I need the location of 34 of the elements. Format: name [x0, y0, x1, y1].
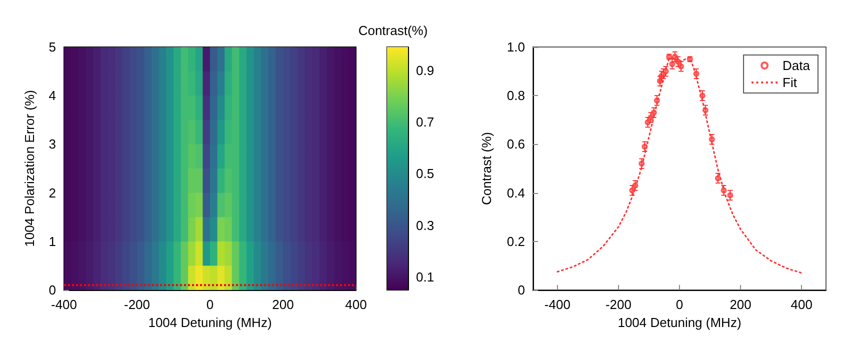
y-tick-label: 0.6: [506, 136, 525, 152]
x-tick-label: 400: [790, 297, 812, 312]
color-bar-label: 0.7: [416, 114, 434, 130]
color-bar-label: 0.1: [416, 270, 434, 285]
x-tick-label: -400: [544, 297, 570, 312]
color-bar-title: Contrast(%): [358, 23, 428, 38]
x-tick-label: 200: [272, 297, 294, 312]
x-tick-label: -400: [50, 297, 78, 312]
y-tick-label: 2: [48, 185, 56, 200]
y-tick-label: 0: [518, 282, 525, 298]
y-tick-label: 3: [48, 136, 56, 152]
x-axis-title: 1004 Detuning (MHz): [618, 314, 742, 330]
y-tick-label: 1: [48, 234, 56, 249]
color-bar-label: 0.9: [416, 62, 434, 78]
x-tick-label: -200: [124, 297, 150, 312]
x-tick-label: 0: [676, 297, 684, 312]
color-bar-label: 0.3: [416, 218, 434, 233]
color-bar-label: 0.5: [416, 166, 434, 182]
x-axis-title: 1004 Detuning (MHz): [148, 314, 272, 330]
y-tick-label: 4: [48, 88, 56, 104]
legend-label: Data: [782, 58, 811, 73]
y-tick-label: 1.0: [506, 40, 525, 54]
y-tick-label: 5: [48, 40, 56, 54]
y-tick-label: 0: [48, 282, 56, 298]
y-axis-title: 1004 Polarization Error (%): [22, 90, 37, 247]
x-tick-label: -200: [605, 297, 632, 312]
x-tick-label: 400: [345, 297, 367, 312]
legend-label: Fit: [782, 75, 798, 90]
y-tick-label: 0.4: [506, 185, 525, 200]
y-tick-label: 0.2: [506, 234, 525, 249]
y-tick-label: 0.8: [506, 88, 525, 104]
x-tick-label: 0: [206, 297, 214, 312]
y-axis-title: Contrast (%): [479, 132, 494, 205]
x-tick-label: 200: [730, 297, 752, 312]
